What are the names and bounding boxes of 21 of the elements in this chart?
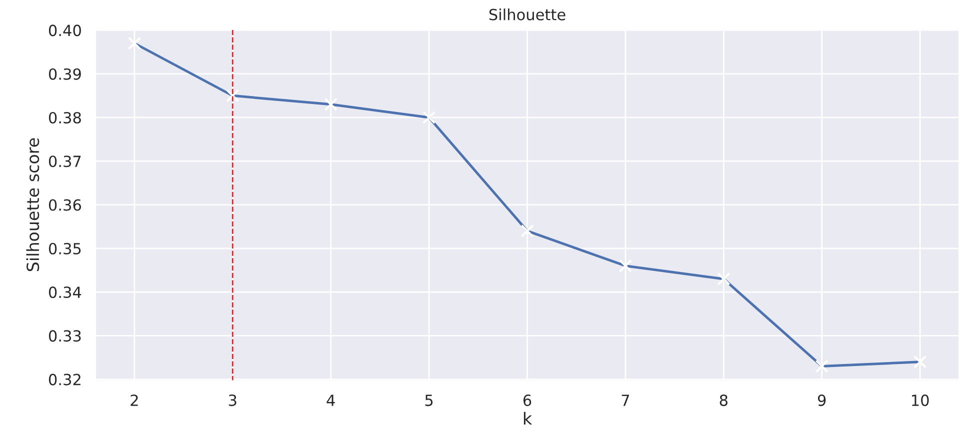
y-axis-title: Silhouette score — [26, 138, 40, 272]
x-tick-label: 2 — [130, 394, 138, 406]
x-tick-label: 4 — [326, 394, 335, 406]
x-tick-label: 10 — [912, 394, 929, 406]
x-tick-label: 7 — [622, 394, 630, 406]
y-tick-label: 0.40 — [48, 24, 81, 36]
y-tick-label: 0.39 — [48, 68, 81, 80]
chart-title: Silhouette — [489, 8, 566, 20]
x-tick-label: 9 — [818, 394, 826, 406]
y-tick-label: 0.35 — [48, 242, 81, 254]
x-tick-label: 6 — [523, 394, 532, 406]
y-tick-label: 0.32 — [48, 374, 80, 386]
x-axis-title: k — [524, 412, 532, 424]
y-tick-label: 0.37 — [48, 156, 81, 168]
y-tick-label: 0.33 — [48, 330, 81, 342]
x-tick-label: 3 — [228, 394, 236, 406]
x-tick-label: 8 — [720, 394, 728, 406]
x-tick-label: 5 — [425, 394, 433, 406]
y-tick-label: 0.36 — [48, 199, 81, 211]
y-tick-label: 0.34 — [48, 286, 82, 298]
y-tick-label: 0.38 — [48, 112, 81, 124]
